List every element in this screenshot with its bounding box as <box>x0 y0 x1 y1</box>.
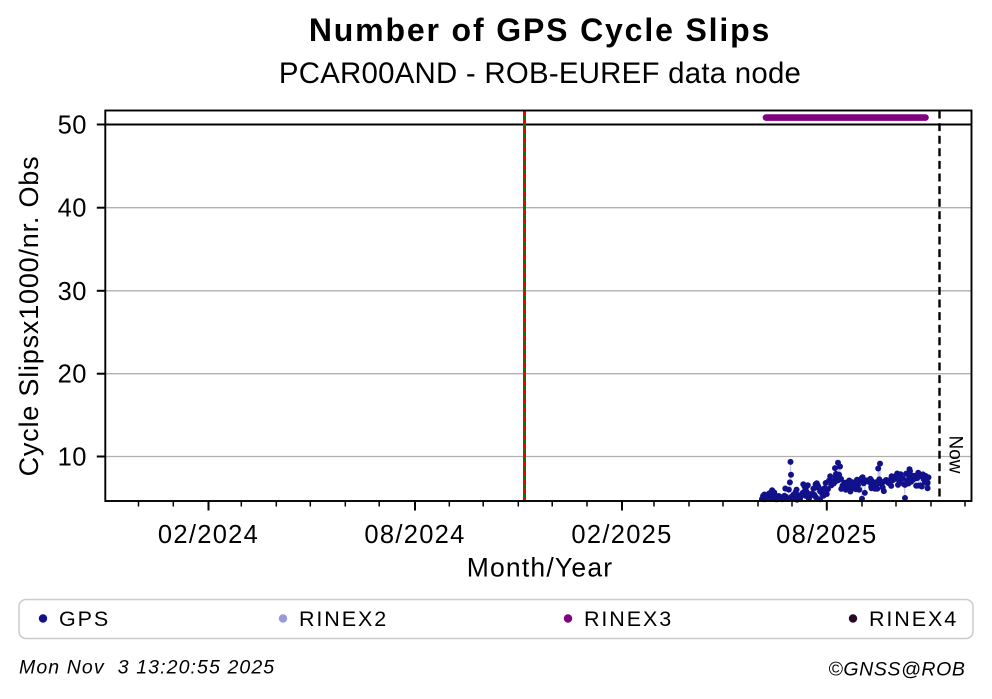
svg-text:30: 30 <box>58 278 87 306</box>
svg-text:RINEX2: RINEX2 <box>299 607 388 631</box>
svg-text:Number of GPS Cycle Slips: Number of GPS Cycle Slips <box>309 12 771 48</box>
svg-text:20: 20 <box>58 361 87 389</box>
svg-text:Now: Now <box>945 435 966 473</box>
svg-text:02/2025: 02/2025 <box>571 521 672 549</box>
svg-text:40: 40 <box>58 195 87 223</box>
svg-text:08/2025: 08/2025 <box>776 521 877 549</box>
svg-text:02/2024: 02/2024 <box>158 521 259 549</box>
svg-text:Mon Nov 3 13:20:55 2025: Mon Nov 3 13:20:55 2025 <box>19 657 275 679</box>
svg-text:Cycle Slipsx1000/nr. Obs: Cycle Slipsx1000/nr. Obs <box>14 156 44 477</box>
svg-text:RINEX3: RINEX3 <box>584 607 673 631</box>
svg-text:GPS: GPS <box>59 607 110 631</box>
svg-text:PCAR00AND - ROB-EUREF data nod: PCAR00AND - ROB-EUREF data node <box>279 57 801 90</box>
svg-text:©GNSS@ROB: ©GNSS@ROB <box>828 659 965 681</box>
svg-text:RINEX4: RINEX4 <box>869 607 958 631</box>
svg-text:Month/Year: Month/Year <box>467 553 614 583</box>
svg-text:08/2024: 08/2024 <box>364 521 465 549</box>
svg-text:10: 10 <box>58 444 87 472</box>
svg-text:50: 50 <box>58 112 87 140</box>
